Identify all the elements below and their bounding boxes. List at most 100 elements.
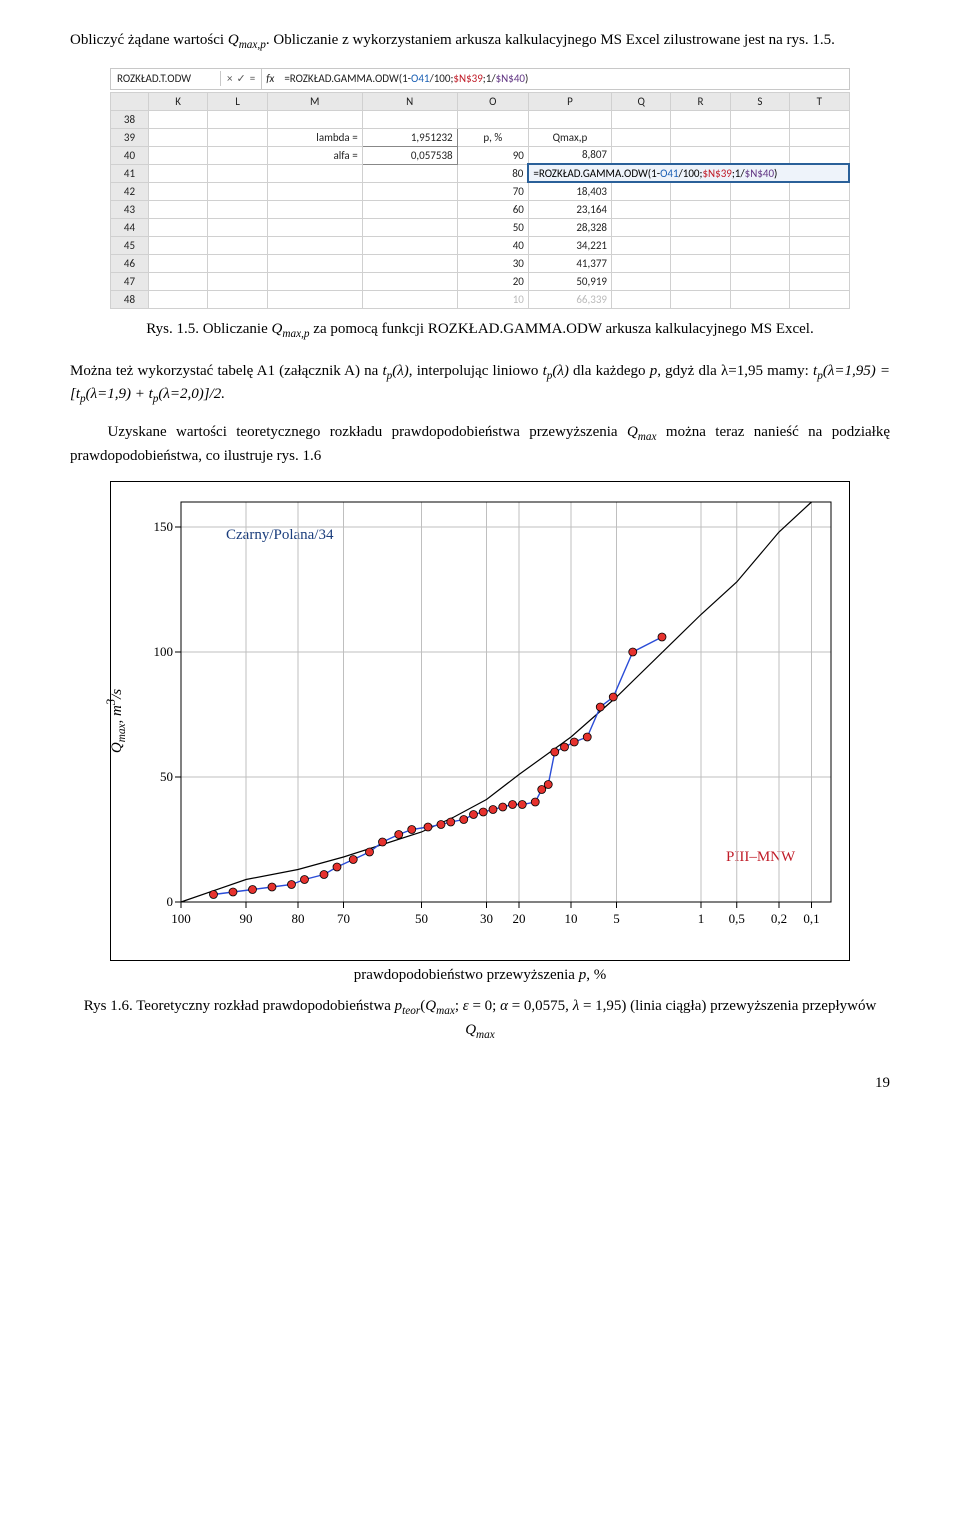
x-tick-label: 10 <box>565 910 578 928</box>
cell <box>208 110 267 128</box>
cell: =ROZKŁAD.GAMMA.ODW(1-O41/100;$N$39;1/$N$… <box>528 164 849 182</box>
cell: 30 <box>457 254 528 272</box>
cell <box>790 146 849 164</box>
x-tick-label: 80 <box>292 910 305 928</box>
x-tick-label: 90 <box>240 910 253 928</box>
cell: 20 <box>457 272 528 290</box>
cell <box>362 110 457 128</box>
cell <box>611 218 670 236</box>
excel-formula-bar: ROZKŁAD.T.ODW × ✓ = fx =ROZKŁAD.GAMMA.OD… <box>110 68 850 90</box>
row-header: 42 <box>111 182 149 200</box>
cell <box>730 254 789 272</box>
cell <box>267 182 362 200</box>
cell <box>730 128 789 146</box>
cell <box>148 254 207 272</box>
cell <box>611 128 670 146</box>
cell <box>671 218 730 236</box>
cell <box>730 236 789 254</box>
cell: alfa = <box>267 146 362 164</box>
cell <box>362 272 457 290</box>
cell <box>148 290 207 308</box>
cell <box>208 146 267 164</box>
excel-screenshot: ROZKŁAD.T.ODW × ✓ = fx =ROZKŁAD.GAMMA.OD… <box>110 68 850 309</box>
cell <box>730 146 789 164</box>
cell <box>790 290 849 308</box>
cell <box>790 236 849 254</box>
cell <box>671 254 730 272</box>
excel-name-box: ROZKŁAD.T.ODW <box>111 71 221 86</box>
col-header <box>111 92 149 110</box>
fig-1-5-caption: Rys. 1.5. Obliczanie Qmax,p za pomocą fu… <box>70 319 890 343</box>
cell <box>267 236 362 254</box>
cell <box>671 182 730 200</box>
page-number: 19 <box>70 1073 890 1094</box>
cell <box>790 110 849 128</box>
row-header: 41 <box>111 164 149 182</box>
cell <box>671 272 730 290</box>
cell <box>730 182 789 200</box>
text: Obliczyć żądane wartości Qmax,p. Oblicza… <box>70 32 835 48</box>
formula-ref3: $N$40 <box>496 72 525 85</box>
cell <box>208 236 267 254</box>
cell <box>671 200 730 218</box>
row-header: 44 <box>111 218 149 236</box>
cell <box>611 146 670 164</box>
col-header: L <box>208 92 267 110</box>
formula-prefix: =ROZKŁAD.GAMMA.ODW(1- <box>284 72 411 85</box>
paragraph-1: Obliczyć żądane wartości Qmax,p. Oblicza… <box>70 30 890 54</box>
cell <box>790 218 849 236</box>
cell <box>730 290 789 308</box>
col-header: P <box>528 92 611 110</box>
col-header: N <box>362 92 457 110</box>
cell <box>148 128 207 146</box>
cell <box>148 164 207 182</box>
row-header: 46 <box>111 254 149 272</box>
x-tick-label: 100 <box>171 910 191 928</box>
cell <box>362 200 457 218</box>
cell <box>611 110 670 128</box>
cell: 80 <box>457 164 528 182</box>
cell <box>611 182 670 200</box>
cell: 90 <box>457 146 528 164</box>
cell <box>730 218 789 236</box>
probability-chart: Qmax, m3/s Czarny/Polana/34 PIII–MNW 100… <box>110 481 850 961</box>
col-header: O <box>457 92 528 110</box>
cell <box>671 110 730 128</box>
text: , interpolując liniowo <box>409 363 543 379</box>
x-tick-label: 30 <box>480 910 493 928</box>
cell <box>671 236 730 254</box>
cell: 60 <box>457 200 528 218</box>
cell <box>208 272 267 290</box>
excel-fb-icons: × ✓ = <box>221 69 262 89</box>
text: dla każdego <box>569 363 650 379</box>
cell <box>790 128 849 146</box>
col-header: T <box>790 92 849 110</box>
cell: 50,919 <box>528 272 611 290</box>
formula-ref2: $N$39 <box>453 72 482 85</box>
row-header: 48 <box>111 290 149 308</box>
cell <box>790 272 849 290</box>
cell: 34,221 <box>528 236 611 254</box>
fig-1-6-caption: Rys 1.6. Teoretyczny rozkład prawdopodob… <box>70 996 890 1044</box>
fb-equals-icon: = <box>250 71 255 86</box>
col-header: K <box>148 92 207 110</box>
x-tick-label: 1 <box>698 910 705 928</box>
cell: 28,328 <box>528 218 611 236</box>
x-tick-label: 0,2 <box>771 910 787 928</box>
col-header: R <box>671 92 730 110</box>
cell <box>790 200 849 218</box>
row-header: 40 <box>111 146 149 164</box>
cell <box>148 146 207 164</box>
col-header: S <box>730 92 789 110</box>
cell <box>730 272 789 290</box>
cell <box>208 254 267 272</box>
cell <box>362 290 457 308</box>
x-axis-label: prawdopodobieństwo przewyższenia p, % <box>70 965 890 986</box>
cell: 1,951232 <box>362 128 457 146</box>
cell <box>671 128 730 146</box>
cell <box>267 254 362 272</box>
cell: 66,339 <box>528 290 611 308</box>
chart-svg <box>111 482 851 962</box>
row-header: 45 <box>111 236 149 254</box>
cell <box>148 110 207 128</box>
